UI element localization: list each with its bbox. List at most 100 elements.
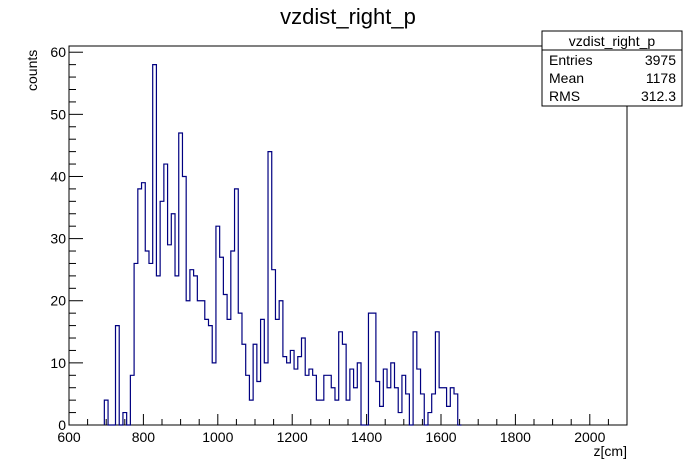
histogram-bin	[212, 363, 216, 425]
x-tick-label: 1800	[500, 429, 531, 445]
histogram-bin	[182, 176, 186, 425]
histogram-bin	[261, 319, 265, 425]
histogram-bin	[168, 245, 172, 425]
histogram-bin	[454, 394, 458, 425]
stats-rms-label: RMS	[549, 88, 580, 104]
histogram-bin	[179, 133, 183, 425]
y-axis-ticks	[69, 51, 83, 426]
histogram-bin	[171, 214, 175, 425]
histogram-bin	[290, 350, 294, 425]
histogram-bin	[156, 276, 160, 425]
histogram-bin	[450, 388, 454, 425]
histogram-bin	[164, 164, 168, 425]
histogram-bin	[387, 388, 391, 425]
histogram-layer	[103, 64, 462, 426]
histogram-bin	[283, 357, 287, 425]
histogram-bin	[395, 388, 399, 425]
y-tick-label: 30	[50, 231, 66, 247]
x-tick-label: 1400	[351, 429, 382, 445]
histogram-bin	[339, 332, 343, 425]
stats-rms-value: 312.3	[641, 88, 676, 104]
histogram-bin	[443, 388, 447, 425]
y-tick-label: 40	[50, 168, 66, 184]
histogram-bin	[138, 189, 142, 425]
histogram-bin	[145, 251, 149, 425]
histogram-bin	[242, 344, 246, 425]
histogram-bin	[264, 363, 268, 425]
histogram-bin	[294, 369, 298, 425]
histogram-bin	[253, 344, 257, 425]
histogram-bin	[406, 394, 410, 425]
histogram-bin	[186, 301, 190, 425]
y-tick-label: 0	[58, 417, 66, 433]
histogram-bin	[249, 400, 253, 425]
histogram-bin	[272, 270, 276, 425]
histogram-bin	[130, 375, 134, 425]
stats-box-frame	[541, 30, 683, 107]
histogram-bin	[380, 406, 384, 425]
histogram-bin	[368, 313, 372, 425]
y-axis-title: counts	[24, 50, 40, 91]
histogram-bin	[298, 357, 302, 425]
histogram-bin	[435, 332, 439, 425]
chart-title: vzdist_right_p	[280, 4, 416, 29]
histogram-bin	[190, 270, 194, 425]
histogram-bin	[275, 319, 279, 425]
histogram-bin	[201, 301, 205, 425]
histogram-bin	[447, 406, 451, 425]
histogram-bin	[194, 276, 198, 425]
histogram-bin	[335, 400, 339, 425]
histogram-outline	[103, 64, 462, 426]
histogram-bin	[398, 413, 402, 425]
histogram-bin	[209, 326, 213, 425]
histogram-bin	[432, 394, 436, 425]
histogram-bin	[383, 369, 387, 425]
histogram-bin	[342, 344, 346, 425]
histogram-bin	[246, 375, 250, 425]
histogram-bin	[231, 251, 235, 425]
histogram-bin	[153, 65, 157, 425]
x-tick-label: 800	[132, 429, 156, 445]
histogram-bin	[216, 226, 220, 425]
histogram-bin	[227, 319, 231, 425]
histogram-bin	[309, 369, 313, 425]
histogram-bin	[279, 301, 283, 425]
x-tick-label: 1600	[425, 429, 456, 445]
histogram-bin	[268, 152, 272, 425]
y-tick-label: 20	[50, 293, 66, 309]
x-axis-labels: 600 800 1000 1200 1400 1600 1800 2000	[57, 429, 605, 445]
histogram-bin	[313, 375, 317, 425]
histogram-bin	[357, 363, 361, 425]
histogram-bin	[302, 338, 306, 425]
histogram-bin	[116, 326, 120, 425]
histogram-bin	[372, 313, 376, 425]
x-tick-label: 2000	[574, 429, 605, 445]
histogram-bin	[305, 375, 309, 425]
histogram-bin	[287, 363, 291, 425]
histogram-bin	[354, 388, 358, 425]
x-axis-title: z[cm]	[594, 443, 627, 459]
histogram-bin	[316, 400, 320, 425]
x-tick-label: 600	[57, 429, 81, 445]
y-tick-label: 50	[50, 106, 66, 122]
stats-mean-value: 1178	[646, 70, 676, 86]
histogram-bin	[197, 301, 201, 425]
histogram-bin	[205, 319, 209, 425]
histogram-bin	[175, 276, 179, 425]
stats-mean-label: Mean	[549, 70, 584, 86]
histogram-bin	[142, 183, 146, 425]
stats-box-title: vzdist_right_p	[569, 33, 656, 49]
histogram-bin	[428, 413, 432, 425]
stats-entries-value: 3975	[645, 52, 676, 68]
histogram-bin	[235, 189, 239, 425]
histogram-bin	[417, 369, 421, 425]
histogram-bin	[331, 388, 335, 425]
histogram-bin	[220, 257, 224, 425]
x-tick-label: 1200	[277, 429, 308, 445]
x-tick-label: 1000	[202, 429, 233, 445]
histogram-bin	[320, 400, 324, 425]
histogram-bin	[257, 382, 261, 425]
y-tick-label: 60	[50, 44, 66, 60]
histogram-bin	[223, 295, 227, 425]
